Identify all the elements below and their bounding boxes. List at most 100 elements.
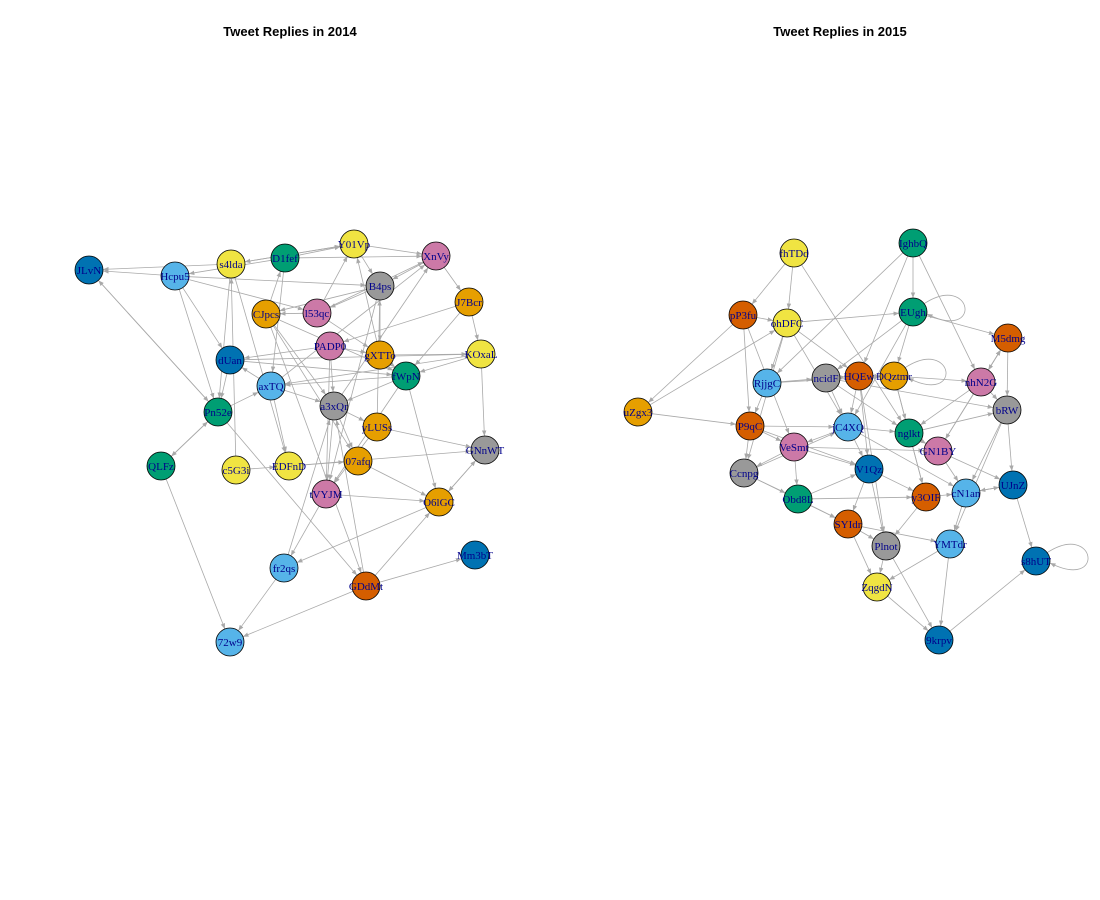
edge-y3OI-cN1a xyxy=(939,492,953,498)
edge-Y01Vp-XnVy xyxy=(367,245,423,256)
edge-cN1a-YMTd xyxy=(953,506,963,531)
edge-V1Qz-y3OI xyxy=(881,474,914,492)
node-circle xyxy=(362,412,392,442)
node-KOxa: KOxaL xyxy=(465,339,498,369)
node-label: QLFz xyxy=(148,461,174,473)
node-circle xyxy=(203,397,233,427)
node-label: dUan xyxy=(218,355,242,367)
edge-a3xQ-tVYJ xyxy=(325,419,334,481)
edge-nglkt-GN1B xyxy=(920,438,927,444)
node-label: 9krpv xyxy=(926,635,952,647)
edge-M5dm-bRW xyxy=(1005,351,1010,397)
node-O6lG: O6lGC xyxy=(423,487,455,517)
node-l53qc: l53qc xyxy=(302,298,332,328)
node-circle xyxy=(871,531,901,561)
node-label: GNnWT xyxy=(466,445,505,457)
node-circle xyxy=(862,572,892,602)
edge-PADP-a3xQ xyxy=(330,359,335,393)
edge-ohDF-EUg xyxy=(800,311,900,323)
edge-Hcpu-dUan xyxy=(182,287,223,349)
edge-fhTD-ohDF xyxy=(786,266,793,310)
node-GNnW: GNnWT xyxy=(466,435,505,465)
node-circle xyxy=(302,298,332,328)
edge-fr2q-72w xyxy=(237,579,277,631)
edge-y3OI-Plno xyxy=(894,507,918,536)
node-circle xyxy=(339,229,369,259)
nodes-2014: JLvN Hcpu5 s4lda D1fef Y01Vp XnVy B4ps J7Bcr CJp… xyxy=(74,229,505,657)
node-circle xyxy=(221,455,251,485)
edge-HQEw-jC4X xyxy=(849,389,857,414)
node-label: 72w9 xyxy=(218,637,243,649)
node-fhTD: fhTDd xyxy=(779,238,809,268)
edge-jC4X-V1Qz xyxy=(853,439,864,457)
node-label: fhTDd xyxy=(779,248,809,260)
edge-V1Qz-Plno xyxy=(871,482,884,533)
edge-O6lG-fr2q xyxy=(296,507,427,563)
node-circle xyxy=(365,340,395,370)
edge-Plno-Zqgd xyxy=(879,559,884,574)
edge-PADP-gXTT xyxy=(343,348,367,354)
edge-KOxa-fWpN xyxy=(419,357,468,373)
edge-fr2q-a3xQ xyxy=(287,419,331,555)
node-72w: 72w9 xyxy=(215,627,245,657)
node-IghbQ: IghbQ xyxy=(898,228,928,258)
node-circle xyxy=(772,308,802,338)
edge-axTQ-EDFn xyxy=(273,399,287,453)
node-circle xyxy=(879,361,909,391)
panel-2015: Tweet Replies in 2015 fhTDd IghbQ pP3fu ohD… xyxy=(623,24,1089,655)
edge-CJpcs-D1fef xyxy=(270,271,281,301)
edge-Plno-9krp xyxy=(892,558,933,628)
node-gXTT: gXTTo xyxy=(364,340,396,370)
node-dUan: dUan xyxy=(215,345,245,375)
node-s4lda: s4lda xyxy=(216,249,246,279)
panel-title-2015: Tweet Replies in 2015 xyxy=(773,24,906,39)
edge-yLUS-GNnW xyxy=(390,429,472,449)
edge-GDdM-Mm3b xyxy=(379,558,462,583)
edge-l53qc-Y01Vp xyxy=(323,256,348,301)
node-Ccnp: Ccnpg xyxy=(729,458,759,488)
edge-l53qc-gXTT xyxy=(328,320,369,348)
node-circle xyxy=(728,300,758,330)
node-circle xyxy=(146,451,176,481)
edge-IghbQ-nhN2 xyxy=(918,255,976,370)
node-cN1a: cN1an xyxy=(951,478,981,508)
node-JLvN: JLvN xyxy=(74,255,104,285)
edge-RjjgC-ncid xyxy=(780,377,813,383)
edge-D1fef-axTQ xyxy=(270,271,284,373)
edge-pP3f-ohDF xyxy=(756,317,774,322)
node-label: axTQ xyxy=(258,381,283,393)
edge-tVYJ-O6lG xyxy=(339,494,426,503)
node-circle xyxy=(898,228,928,258)
edge-CJpcs-a3xQ xyxy=(273,325,327,395)
node-label: Hcpu5 xyxy=(160,271,190,283)
node-circle xyxy=(424,487,454,517)
node-circle xyxy=(623,397,653,427)
node-label: P9qC xyxy=(738,421,762,433)
node-circle xyxy=(460,540,490,570)
edge-s4lda-Pn52 xyxy=(217,277,231,399)
node-label: O6lGC xyxy=(423,497,455,509)
edge-ohDF-HQEw xyxy=(798,330,848,369)
panel-2014: Tweet Replies in 2014 JLvN Hcpu5 s4lda D1fe… xyxy=(74,24,505,657)
node-circle xyxy=(343,446,373,476)
edge-DQzt-DQzt xyxy=(904,358,947,385)
edge-fhTD-nglkt xyxy=(801,264,902,422)
edge-P9q-jC4X xyxy=(763,424,835,430)
node-label: KOxaL xyxy=(465,349,498,361)
node-circle xyxy=(215,345,245,375)
edge-Hcpu-Pn52 xyxy=(178,289,215,399)
node-ncid: ncidF xyxy=(811,363,841,393)
node-B4ps: B4ps xyxy=(365,271,395,301)
node-label: tVYJM xyxy=(309,489,342,501)
node-circle xyxy=(833,509,863,539)
node-circle xyxy=(783,484,813,514)
edge-dUan-fWpN xyxy=(243,360,393,377)
node-V1Qz: V1Qz xyxy=(854,454,884,484)
node-J7Bcr: J7Bcr xyxy=(454,287,484,317)
node-circle xyxy=(365,271,395,301)
node-label: B4ps xyxy=(369,281,392,293)
edge-YMTd-9krp xyxy=(939,557,949,627)
node-circle xyxy=(923,436,953,466)
node-label: ncidF xyxy=(813,373,838,385)
